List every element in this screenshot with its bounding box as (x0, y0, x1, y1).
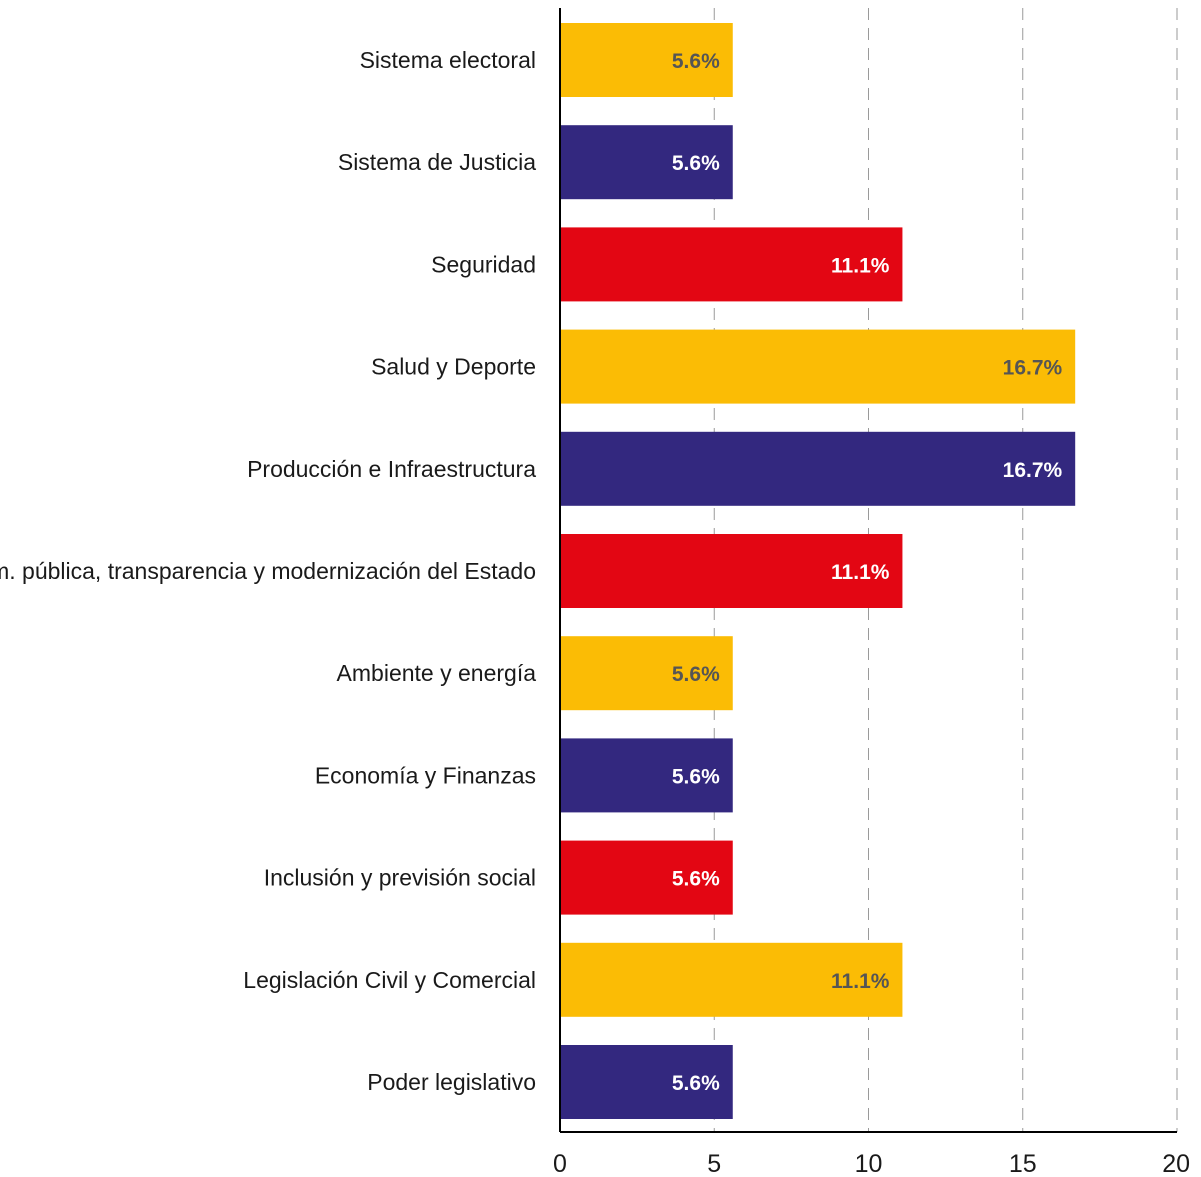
bar-value-label: 16.7% (1003, 357, 1063, 380)
bar-1 (560, 23, 733, 97)
labels: 5.6% Sistema electoral 5.6% Sistema de Just… (0, 47, 1190, 1177)
bar-value-label: 5.6% (672, 663, 720, 686)
x-tick-label: 5 (707, 1150, 721, 1177)
bar-11 (560, 1045, 733, 1119)
bar-value-label: 5.6% (672, 1072, 720, 1095)
bar-value-label: 5.6% (672, 50, 720, 73)
category-label: Adm. pública, transparencia y modernizac… (0, 558, 536, 584)
category-label: Economía y Finanzas (315, 762, 536, 788)
bar-8 (560, 738, 733, 813)
category-label: Seguridad (431, 251, 536, 277)
bar-value-label: 11.1% (831, 970, 890, 993)
bar-10 (560, 942, 903, 1017)
bar-3 (560, 227, 903, 302)
x-tick-label: 10 (855, 1150, 883, 1177)
category-label: Sistema electoral (360, 47, 536, 73)
axes (559, 8, 1177, 1133)
bar-6 (560, 534, 903, 608)
x-tick-label: 0 (553, 1150, 567, 1177)
bars (560, 23, 1076, 1119)
bar-value-label: 5.6% (672, 152, 720, 175)
category-label: Salud y Deporte (371, 354, 536, 380)
bar-2 (560, 125, 733, 200)
category-label: Producción e Infraestructura (247, 456, 536, 482)
bar-5 (560, 431, 1076, 506)
bar-7 (560, 636, 733, 711)
bar-value-label: 5.6% (672, 765, 720, 788)
bar-value-label: 11.1% (831, 561, 890, 584)
x-tick-label: 15 (1009, 1150, 1037, 1177)
category-label: Sistema de Justicia (338, 149, 536, 175)
bar-9 (560, 840, 733, 915)
bar-value-label: 11.1% (831, 254, 890, 277)
bar-value-label: 16.7% (1003, 459, 1063, 482)
category-label: Legislación Civil y Comercial (243, 967, 536, 993)
category-label: Poder legislativo (367, 1069, 536, 1095)
bar-value-label: 5.6% (672, 868, 720, 891)
category-label: Ambiente y energía (337, 660, 537, 686)
category-label: Inclusión y previsión social (264, 865, 536, 891)
bar-4 (560, 329, 1076, 404)
x-tick-label: 20 (1162, 1150, 1190, 1177)
